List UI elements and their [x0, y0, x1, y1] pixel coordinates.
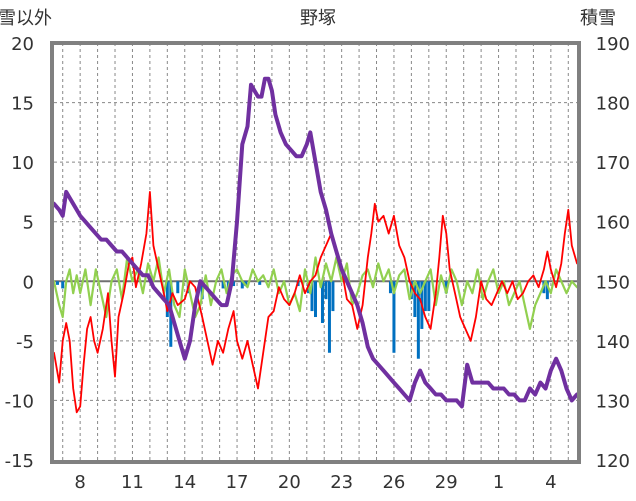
- series-lines: [52, 76, 579, 414]
- x-tick-label: 26: [382, 472, 405, 493]
- right-tick-label: 140: [596, 332, 630, 353]
- left-tick-label: -15: [5, 451, 34, 472]
- x-tick-label: 20: [278, 472, 301, 493]
- snow-series-line: [52, 76, 579, 409]
- precip-bar: [232, 281, 236, 287]
- precip-bar: [423, 281, 427, 312]
- x-tick-label: 1: [493, 472, 504, 493]
- precip-bar: [413, 281, 417, 318]
- right-tick-labels: 190 180 170 160 150 140 130 120: [596, 34, 630, 472]
- precip-bar: [221, 281, 225, 289]
- precip-bar: [55, 281, 59, 285]
- precip-bar: [331, 281, 335, 312]
- x-tick-label: 29: [435, 472, 458, 493]
- precip-bar: [327, 281, 331, 353]
- left-tick-label: -5: [16, 332, 34, 353]
- precip-bar: [416, 281, 420, 359]
- plot-frame: [50, 41, 581, 464]
- x-tick-label: 14: [173, 472, 196, 493]
- precip-bar: [176, 281, 180, 294]
- precip-bar: [388, 281, 392, 294]
- precip-bar: [324, 281, 328, 300]
- x-tick-label: 4: [545, 472, 556, 493]
- precip-bar: [258, 281, 262, 285]
- right-tick-label: 120: [596, 451, 630, 472]
- x-tick-labels: 8 11 14 17 20 23 26 29 1 4: [74, 472, 556, 493]
- right-tick-label: 160: [596, 213, 630, 234]
- x-tick-label: 23: [330, 472, 353, 493]
- precip-bar: [310, 281, 314, 312]
- left-tick-label: 0: [23, 272, 34, 293]
- x-tick-label: 8: [74, 472, 85, 493]
- right-tick-label: 130: [596, 391, 630, 412]
- left-tick-label: 5: [23, 213, 34, 234]
- right-tick-label: 190: [596, 34, 630, 55]
- left-tick-label: -10: [5, 391, 34, 412]
- right-tick-label: 180: [596, 94, 630, 115]
- precip-bar: [427, 281, 431, 312]
- precip-bar: [165, 281, 169, 318]
- right-tick-label: 150: [596, 272, 630, 293]
- chart-title: 野塚: [300, 8, 336, 29]
- right-tick-label: 170: [596, 153, 630, 174]
- right-axis-label: 積雪: [580, 8, 616, 29]
- left-tick-label: 10: [11, 153, 34, 174]
- precip-bar: [444, 281, 448, 294]
- temperature-series-line: [53, 190, 578, 414]
- wind-series-line: [52, 256, 579, 330]
- x-tick-label: 11: [121, 472, 144, 493]
- precip-bar: [392, 281, 396, 353]
- left-axis-label: 積雪以外: [0, 8, 52, 29]
- left-tick-label: 15: [11, 94, 34, 115]
- precip-bar: [240, 281, 244, 289]
- precip-bar: [545, 281, 549, 300]
- precip-bar: [61, 281, 65, 289]
- x-tick-label: 17: [226, 472, 249, 493]
- precip-bar: [320, 281, 324, 323]
- left-tick-label: 20: [11, 34, 34, 55]
- left-tick-labels: 20 15 10 5 0 -5 -10 -15: [5, 34, 34, 472]
- precip-bar: [314, 281, 317, 318]
